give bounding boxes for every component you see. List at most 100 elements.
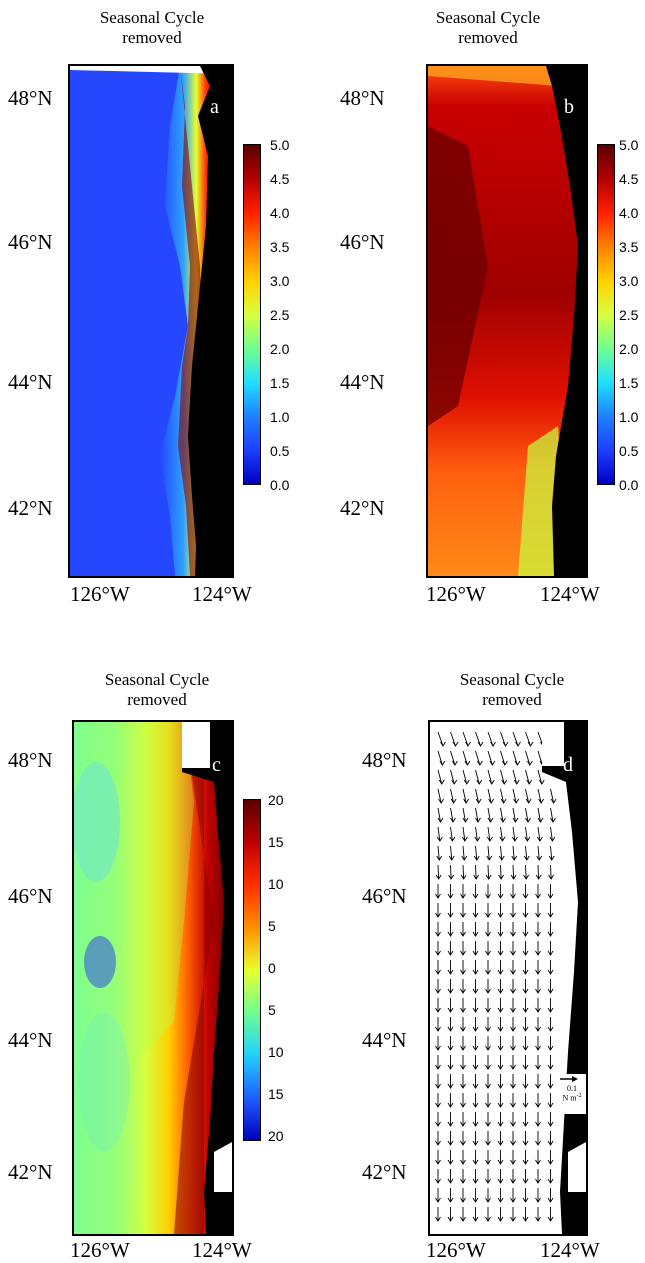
wind-vector-head bbox=[522, 1121, 529, 1127]
wind-vector-head bbox=[463, 779, 470, 785]
wind-vector-head bbox=[448, 855, 455, 861]
colorbar-b-tick: 4.5 bbox=[619, 171, 639, 187]
wind-vector-head bbox=[447, 1026, 454, 1032]
wind-vector-head bbox=[538, 779, 545, 785]
wind-vector-head bbox=[477, 741, 484, 747]
colorbar-b-tick: 1.0 bbox=[619, 409, 639, 425]
wind-vector-head bbox=[537, 817, 544, 823]
wind-vector bbox=[500, 826, 503, 842]
wind-vector-head bbox=[510, 1121, 516, 1127]
scale-arrow-box: 0.1 N m-2 bbox=[558, 1074, 586, 1114]
wind-vector-head bbox=[474, 836, 481, 842]
wind-vector-head bbox=[485, 1102, 491, 1108]
wind-vector-head bbox=[473, 855, 480, 861]
wind-vector-head bbox=[485, 931, 491, 937]
wind-vector-head bbox=[510, 1216, 516, 1222]
wind-vector-head bbox=[447, 1216, 454, 1222]
wind-vector-head bbox=[489, 760, 496, 766]
map-panel-c: c bbox=[72, 720, 234, 1236]
wind-vector-head bbox=[447, 893, 454, 899]
wind-vector-head bbox=[547, 1045, 554, 1051]
lat-label-48: 48°N bbox=[8, 748, 53, 772]
wind-vector-head bbox=[510, 931, 516, 937]
wind-vector-head bbox=[547, 1178, 554, 1184]
wind-vector-head bbox=[501, 779, 508, 785]
colorbar-b-tick: 2.5 bbox=[619, 307, 639, 323]
wind-vector-head bbox=[497, 1026, 504, 1032]
wind-vector-head bbox=[485, 950, 491, 956]
wind-vector-head bbox=[435, 893, 441, 899]
wind-vector bbox=[437, 731, 444, 747]
wind-vector-head bbox=[510, 1026, 516, 1032]
wind-vector bbox=[462, 769, 468, 785]
wind-vector bbox=[537, 845, 540, 861]
wind-vector-head bbox=[500, 798, 507, 804]
wind-vector-head bbox=[485, 1045, 491, 1051]
wind-vector bbox=[437, 826, 441, 842]
colorbar-b-tick: 3.5 bbox=[619, 239, 639, 255]
colorbar-a-tick: 0.0 bbox=[270, 477, 290, 493]
wind-vector-head bbox=[460, 988, 466, 994]
wind-vector-head bbox=[522, 1216, 529, 1222]
wind-vector bbox=[487, 807, 491, 823]
wind-vector-head bbox=[510, 1178, 516, 1184]
wind-vector-head bbox=[547, 1121, 554, 1127]
wind-vector bbox=[462, 731, 469, 747]
lat-label-44: 44°N bbox=[340, 370, 385, 394]
wind-vector-head bbox=[513, 779, 520, 785]
wind-vector-head bbox=[472, 1102, 479, 1108]
wind-vector-head bbox=[547, 1102, 554, 1108]
wind-vector-head bbox=[451, 779, 458, 785]
wind-vector-head bbox=[447, 988, 454, 994]
wind-vector-head bbox=[472, 1159, 479, 1165]
wind-vector-head bbox=[547, 893, 554, 899]
wind-vector-head bbox=[525, 817, 531, 823]
wind-vector-head bbox=[435, 1216, 441, 1222]
wind-vector-head bbox=[452, 741, 459, 747]
wind-vector-head bbox=[486, 836, 493, 842]
colorbar-b-tick: 0.0 bbox=[619, 477, 639, 493]
wind-vector-head bbox=[522, 1064, 529, 1070]
wind-vector-head bbox=[472, 1140, 479, 1146]
wind-vector-head bbox=[472, 931, 479, 937]
wind-vector-head bbox=[536, 855, 543, 861]
wind-vector-head bbox=[447, 1140, 454, 1146]
wind-vector-head bbox=[485, 1159, 491, 1165]
wind-vector-head bbox=[497, 1083, 504, 1089]
lat-label-48: 48°N bbox=[340, 86, 385, 110]
colorbar-a-tick: 2.5 bbox=[270, 307, 290, 323]
wind-vector bbox=[450, 731, 456, 747]
wind-vector-head bbox=[497, 1197, 504, 1203]
wind-vector bbox=[475, 769, 480, 785]
wind-vector-head bbox=[535, 988, 541, 994]
wind-vector-head bbox=[522, 893, 529, 899]
wind-vector bbox=[525, 826, 528, 842]
wind-vector-head bbox=[436, 836, 443, 842]
panel-a-title: Seasonal Cycle removed bbox=[99, 8, 205, 47]
wind-vector bbox=[525, 807, 529, 823]
wind-vector-head bbox=[476, 779, 483, 785]
wind-vector-head bbox=[450, 817, 456, 823]
wind-vector-head bbox=[460, 1216, 466, 1222]
colorbar-b-tick: 4.0 bbox=[619, 205, 639, 221]
wind-vector-head bbox=[472, 1083, 479, 1089]
panel-b-title: Seasonal Cycle removed bbox=[435, 8, 541, 47]
wind-vector-head bbox=[497, 893, 504, 899]
wind-vector bbox=[500, 750, 506, 766]
wind-vector-head bbox=[535, 893, 541, 899]
wind-vector bbox=[512, 864, 515, 880]
colorbar-c-tick: 5 bbox=[268, 1002, 276, 1018]
wind-vector-head bbox=[475, 798, 482, 804]
wind-vector bbox=[500, 731, 506, 747]
wind-vector-head bbox=[510, 1140, 516, 1146]
wind-vector-head bbox=[485, 1216, 491, 1222]
wind-vector bbox=[525, 731, 531, 747]
wind-vector-head bbox=[547, 931, 554, 937]
wind-vector-head bbox=[460, 1121, 466, 1127]
wind-vector bbox=[512, 769, 518, 785]
wind-vector-head bbox=[510, 969, 516, 975]
colorbar-a-tick: 3.0 bbox=[270, 273, 290, 289]
colorbar-a-tick: 4.0 bbox=[270, 205, 290, 221]
wind-vector-head bbox=[447, 1083, 454, 1089]
colorbar-a-tick: 0.5 bbox=[270, 443, 290, 459]
